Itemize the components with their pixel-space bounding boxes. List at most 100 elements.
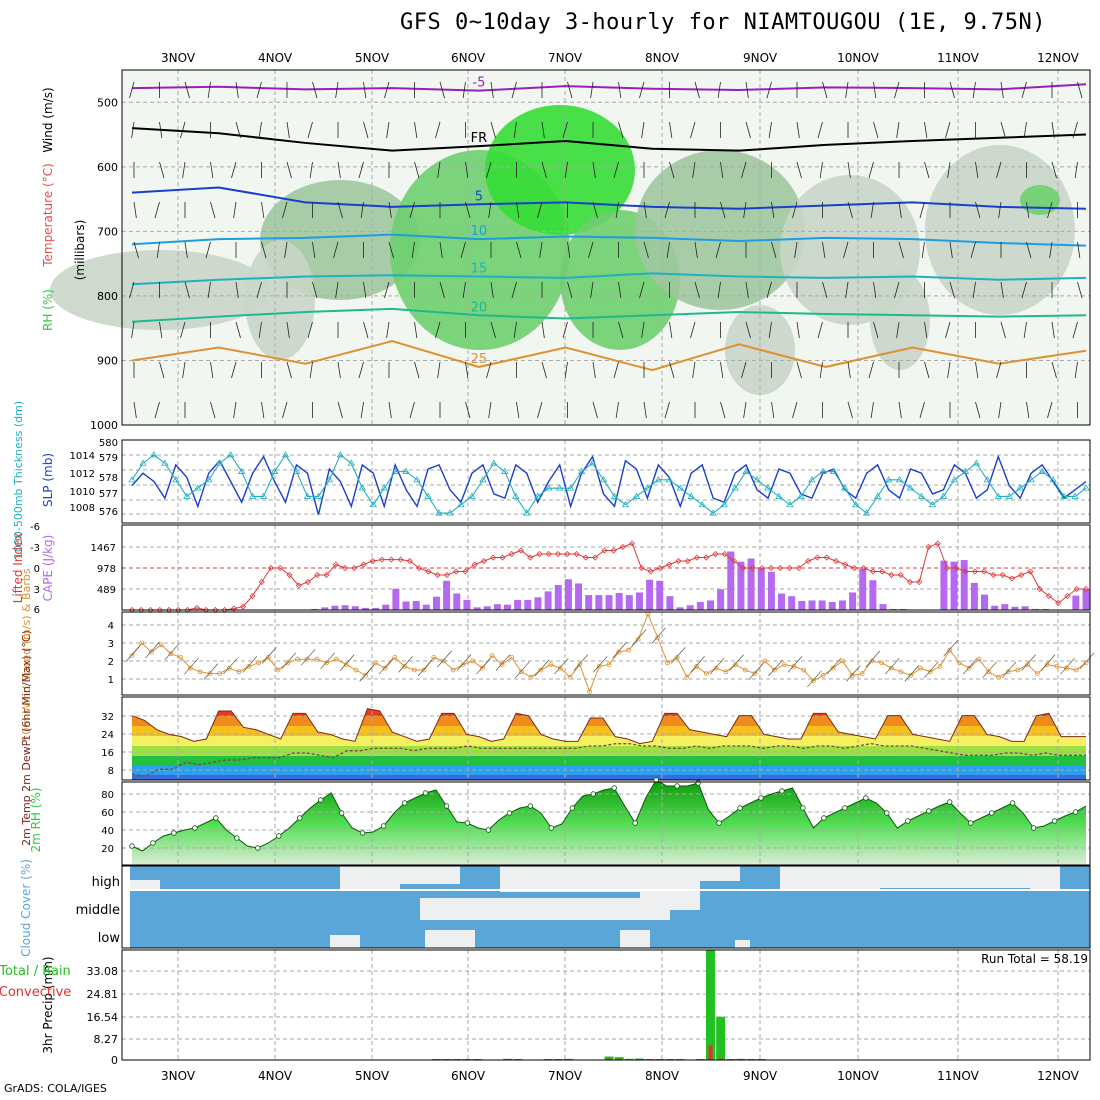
wind10-barb-14 [262, 647, 277, 664]
thickness-marker-5 [183, 492, 191, 499]
wind-barb-23-0 [717, 81, 721, 99]
rh2m-marker-20 [338, 810, 345, 816]
wind-barb-8-2 [337, 161, 341, 179]
wind-barb-17-1 [562, 121, 568, 139]
wind10-barb-24 [359, 665, 374, 682]
cape-bar-41 [544, 591, 552, 610]
wind-barb-6-6 [286, 321, 290, 339]
lifted-marker-11 [230, 605, 237, 612]
thickness-marker-14 [281, 451, 290, 458]
cape-bar-49 [625, 595, 633, 610]
wind-barb-23-4 [715, 241, 721, 259]
wind-barb-14-5 [490, 281, 494, 299]
wind10-marker-26 [382, 665, 388, 671]
x-tick-label-top-0: 3NOV [161, 51, 196, 65]
wind-barb-12-0 [439, 81, 445, 99]
cape-bar-44 [575, 583, 583, 610]
lifted-marker-57 [656, 564, 664, 572]
x-tick-label-bottom-1: 4NOV [258, 1069, 293, 1083]
rh2m-marker-14 [276, 833, 282, 839]
slp-tick-2: 1010 [70, 487, 95, 498]
thickness-marker-28 [435, 509, 443, 516]
thickness-marker-43 [599, 476, 608, 483]
wind-barb-37-0 [1077, 81, 1083, 99]
wind-barb-23-2 [720, 161, 724, 179]
thickness-marker-45 [621, 500, 630, 508]
cape-bar-34 [473, 607, 481, 610]
lifted-marker-93 [990, 571, 997, 579]
isotherm-5 [131, 307, 1087, 323]
rh2m-marker-60 [758, 795, 764, 801]
wind-barb-12-1 [435, 121, 441, 139]
precip-tick-3: 8.27 [94, 1033, 119, 1046]
precip-tick-4: 0 [111, 1054, 118, 1067]
wind-barb-24-8 [743, 401, 747, 419]
cape-bar-35 [483, 606, 491, 610]
wind-barb-1-4 [156, 241, 160, 259]
lifted-marker-40 [499, 554, 506, 561]
lifted-marker-79 [860, 564, 867, 572]
wind-barb-7-2 [309, 161, 313, 179]
wind10-marker-97 [1073, 667, 1079, 673]
wind10-marker-91 [1015, 667, 1021, 673]
wind-barb-27-7 [819, 361, 823, 379]
wind10-barb-2 [145, 641, 160, 659]
wind-barb-0-1 [131, 121, 135, 139]
wind10-marker-65 [762, 658, 768, 664]
wind-barb-17-0 [567, 81, 573, 99]
wind10-marker-31 [431, 655, 437, 660]
wind10-barb-36 [476, 657, 491, 675]
wind-barb-22-7 [692, 361, 696, 379]
isotherm-0 [131, 83, 1087, 92]
x-tick-label-bottom-0: 3NOV [161, 1069, 196, 1083]
wind10-barb-4 [164, 643, 180, 661]
wind10-marker-68 [791, 664, 797, 669]
cloud-cover-clear-1 [340, 866, 400, 890]
lifted-marker-101 [1064, 592, 1071, 600]
wind-barb-16-8 [537, 401, 543, 419]
wind-barb-10-0 [384, 81, 390, 99]
wind10-tick-3: 1 [108, 675, 114, 686]
wind10-marker-6 [188, 665, 193, 671]
x-tick-label-top-6: 9NOV [743, 51, 778, 65]
precip-total-bar-58 [716, 1016, 726, 1060]
wind-barb-31-4 [921, 241, 925, 259]
upper-air-frame [121, 69, 1091, 426]
wind-barb-23-5 [717, 281, 721, 299]
cape-bar-29 [422, 604, 430, 610]
wind10-tick-0: 4 [108, 621, 114, 632]
wind-barb-25-0 [766, 81, 772, 99]
wind10-marker-29 [411, 667, 417, 673]
wind10-barb-42 [534, 659, 550, 677]
wind10-marker-9 [217, 671, 223, 676]
wind-barb-32-1 [945, 121, 951, 139]
lifted-marker-96 [1018, 571, 1025, 579]
wind10-line [131, 612, 1087, 694]
cloud-cover-clear-5 [780, 866, 880, 890]
upper-air-ylabel-rh: RH (%) [41, 289, 55, 331]
wind10-barb-44 [554, 657, 569, 675]
wind-barb-5-1 [258, 121, 262, 139]
wind10-barb-46 [573, 654, 589, 671]
wind10-barb-80 [904, 665, 920, 682]
wind-barb-5-3 [261, 201, 265, 219]
lifted-marker-62 [703, 554, 710, 561]
lifted-marker-89 [953, 564, 960, 572]
lifted-marker-72 [795, 564, 802, 572]
precip-legend-total-rain: Total / Rain [0, 964, 71, 979]
wind10-barb-50 [612, 641, 627, 659]
thickness-marker-84 [1049, 476, 1057, 483]
thickness-marker-39 [555, 484, 564, 491]
wind-barb-30-5 [894, 281, 900, 299]
rh2m-marker-64 [800, 805, 806, 811]
wind-barb-28-4 [843, 241, 849, 259]
wind10-marker-72 [830, 665, 836, 671]
lifted-marker-28 [388, 556, 395, 563]
wind-barb-19-5 [618, 281, 622, 299]
thickness-marker-35 [512, 492, 520, 499]
wind-barb-19-7 [613, 361, 619, 379]
wind10-marker-59 [703, 671, 709, 676]
wind-barb-18-5 [590, 281, 594, 299]
wind-barb-35-4 [1026, 241, 1032, 259]
x-tick-label-bottom-2: 5NOV [355, 1069, 390, 1083]
